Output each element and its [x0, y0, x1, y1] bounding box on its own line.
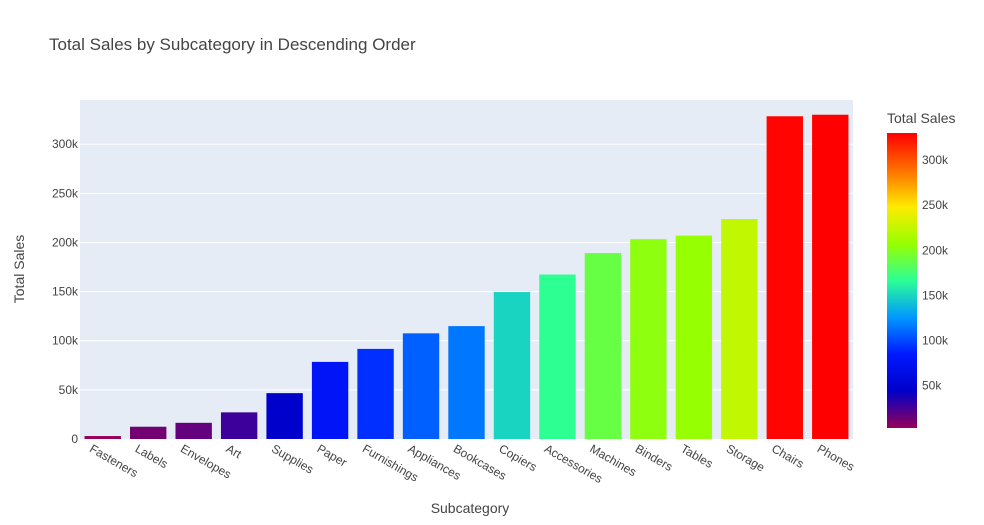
- y-tick-label: 50k: [59, 383, 79, 397]
- x-tick-label: Supplies: [269, 441, 316, 476]
- colorbar-tick-label: 150k: [922, 288, 949, 302]
- colorbar: [887, 133, 917, 428]
- colorbar-tick-label: 250k: [922, 198, 949, 212]
- bar: [812, 114, 849, 440]
- x-tick-label: Art: [224, 441, 245, 461]
- bar: [266, 393, 303, 439]
- chart-title: Total Sales by Subcategory in Descending…: [49, 35, 416, 54]
- x-tick-label: Tables: [678, 441, 715, 470]
- bar: [539, 274, 576, 439]
- y-tick-label: 300k: [52, 137, 79, 151]
- y-tick-label: 100k: [52, 334, 79, 348]
- bar: [493, 292, 531, 439]
- bar: [402, 333, 440, 439]
- y-tick-label: 150k: [52, 285, 79, 299]
- y-tick-label: 250k: [52, 186, 79, 200]
- bar: [584, 253, 622, 439]
- colorbar-tick-label: 200k: [922, 243, 949, 257]
- bar: [311, 361, 349, 439]
- y-tick-label: 200k: [52, 235, 79, 249]
- bar: [175, 422, 212, 439]
- bar: [84, 436, 121, 439]
- y-tick-labels: 0 50k 100k 150k 200k 250k 300k: [52, 137, 79, 446]
- bar: [130, 426, 167, 439]
- bar: [675, 235, 713, 439]
- bar: [766, 116, 803, 439]
- bar: [357, 348, 394, 439]
- y-axis-title: Total Sales: [11, 235, 27, 303]
- x-tick-label: Storage: [724, 441, 768, 474]
- colorbar-title: Total Sales: [887, 110, 955, 126]
- colorbar-tick-label: 50k: [922, 379, 942, 393]
- bars: [84, 114, 849, 440]
- x-axis-title: Subcategory: [431, 500, 510, 516]
- colorbar-tick-labels: 50k 100k 150k 200k 250k 300k: [922, 153, 949, 393]
- x-tick-label: Envelopes: [178, 441, 234, 481]
- x-tick-label: Binders: [633, 441, 675, 473]
- x-tick-label: Chairs: [769, 441, 806, 470]
- x-tick-label: Phones: [815, 441, 857, 473]
- y-tick-label: 0: [71, 432, 78, 446]
- bar: [448, 326, 485, 439]
- x-tick-label: Fasteners: [87, 441, 140, 480]
- x-tick-label: Paper: [315, 441, 350, 469]
- bar: [220, 412, 258, 439]
- colorbar-tick-label: 300k: [922, 153, 949, 167]
- colorbar-tick-label: 100k: [922, 334, 949, 348]
- bar: [721, 219, 758, 439]
- bar: [630, 239, 667, 439]
